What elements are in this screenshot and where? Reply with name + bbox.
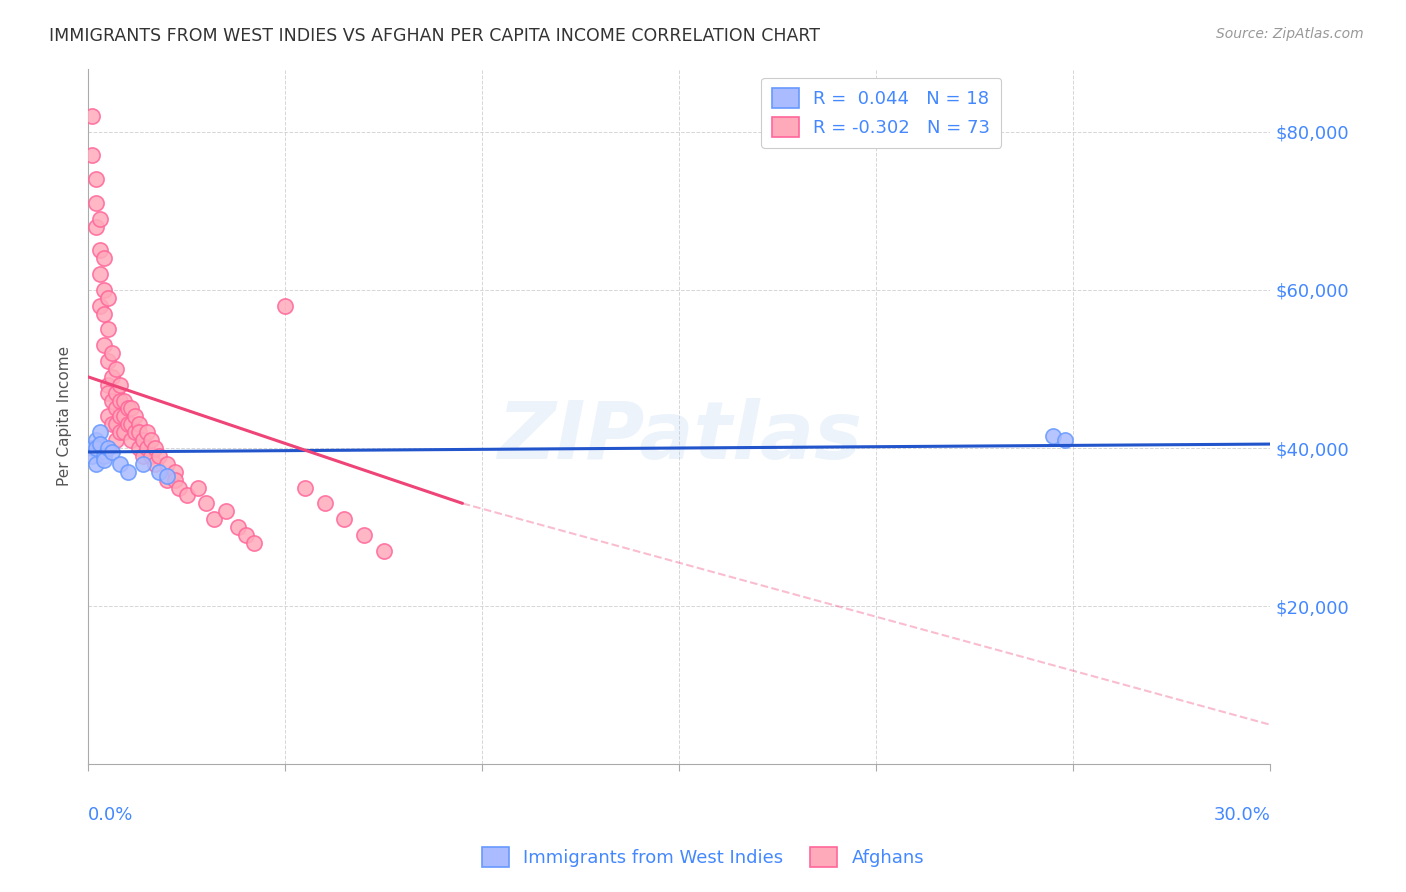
- Point: [93, 252, 115, 266]
- Point: [235, 528, 257, 542]
- Point: [1054, 433, 1077, 447]
- Point: [89, 299, 111, 313]
- Text: 30.0%: 30.0%: [1213, 806, 1270, 824]
- Point: [124, 425, 146, 440]
- Point: [84, 433, 107, 447]
- Point: [80, 148, 103, 162]
- Point: [84, 219, 107, 234]
- Point: [132, 449, 155, 463]
- Point: [128, 425, 150, 440]
- Point: [108, 409, 131, 424]
- Point: [89, 244, 111, 258]
- Point: [156, 473, 179, 487]
- Point: [93, 338, 115, 352]
- Point: [93, 453, 115, 467]
- Point: [93, 449, 115, 463]
- Text: Source: ZipAtlas.com: Source: ZipAtlas.com: [1216, 27, 1364, 41]
- Point: [121, 401, 143, 416]
- Point: [143, 457, 166, 471]
- Point: [97, 322, 120, 336]
- Point: [104, 417, 127, 432]
- Point: [84, 441, 107, 455]
- Point: [89, 437, 111, 451]
- Point: [93, 283, 115, 297]
- Point: [314, 496, 336, 510]
- Point: [132, 457, 155, 471]
- Point: [97, 409, 120, 424]
- Point: [104, 433, 127, 447]
- Point: [143, 441, 166, 455]
- Point: [112, 425, 135, 440]
- Point: [202, 512, 225, 526]
- Point: [97, 291, 120, 305]
- Point: [124, 409, 146, 424]
- Point: [121, 433, 143, 447]
- Point: [195, 496, 218, 510]
- Point: [108, 425, 131, 440]
- Point: [226, 520, 249, 534]
- Point: [101, 417, 124, 432]
- Point: [80, 441, 103, 455]
- Point: [176, 488, 198, 502]
- Point: [353, 528, 375, 542]
- Point: [93, 307, 115, 321]
- Point: [242, 536, 264, 550]
- Point: [104, 362, 127, 376]
- Legend: R =  0.044   N = 18, R = -0.302   N = 73: R = 0.044 N = 18, R = -0.302 N = 73: [761, 78, 1001, 148]
- Point: [108, 457, 131, 471]
- Point: [101, 346, 124, 360]
- Point: [294, 481, 316, 495]
- Point: [156, 457, 179, 471]
- Point: [101, 369, 124, 384]
- Point: [112, 393, 135, 408]
- Point: [132, 433, 155, 447]
- Point: [156, 468, 179, 483]
- Point: [101, 445, 124, 459]
- Point: [187, 481, 209, 495]
- Point: [112, 409, 135, 424]
- Point: [104, 401, 127, 416]
- Point: [108, 377, 131, 392]
- Point: [121, 417, 143, 432]
- Point: [136, 425, 159, 440]
- Point: [84, 172, 107, 186]
- Point: [84, 457, 107, 471]
- Point: [108, 393, 131, 408]
- Point: [163, 473, 186, 487]
- Point: [117, 465, 139, 479]
- Point: [141, 433, 163, 447]
- Point: [128, 417, 150, 432]
- Y-axis label: Per Capita Income: Per Capita Income: [58, 346, 72, 486]
- Text: ZIPatlas: ZIPatlas: [496, 398, 862, 476]
- Point: [136, 441, 159, 455]
- Point: [80, 449, 103, 463]
- Point: [89, 267, 111, 281]
- Point: [104, 385, 127, 400]
- Point: [80, 109, 103, 123]
- Point: [101, 393, 124, 408]
- Point: [163, 465, 186, 479]
- Text: 0.0%: 0.0%: [89, 806, 134, 824]
- Point: [117, 417, 139, 432]
- Point: [333, 512, 356, 526]
- Point: [128, 441, 150, 455]
- Text: IMMIGRANTS FROM WEST INDIES VS AFGHAN PER CAPITA INCOME CORRELATION CHART: IMMIGRANTS FROM WEST INDIES VS AFGHAN PE…: [49, 27, 820, 45]
- Point: [97, 377, 120, 392]
- Point: [117, 401, 139, 416]
- Point: [141, 449, 163, 463]
- Point: [97, 354, 120, 368]
- Point: [89, 425, 111, 440]
- Point: [97, 385, 120, 400]
- Point: [215, 504, 238, 518]
- Point: [89, 211, 111, 226]
- Point: [97, 441, 120, 455]
- Point: [274, 299, 297, 313]
- Point: [148, 449, 170, 463]
- Point: [1042, 429, 1064, 443]
- Point: [373, 543, 395, 558]
- Point: [167, 481, 190, 495]
- Point: [84, 195, 107, 210]
- Point: [148, 465, 170, 479]
- Legend: Immigrants from West Indies, Afghans: Immigrants from West Indies, Afghans: [474, 839, 932, 874]
